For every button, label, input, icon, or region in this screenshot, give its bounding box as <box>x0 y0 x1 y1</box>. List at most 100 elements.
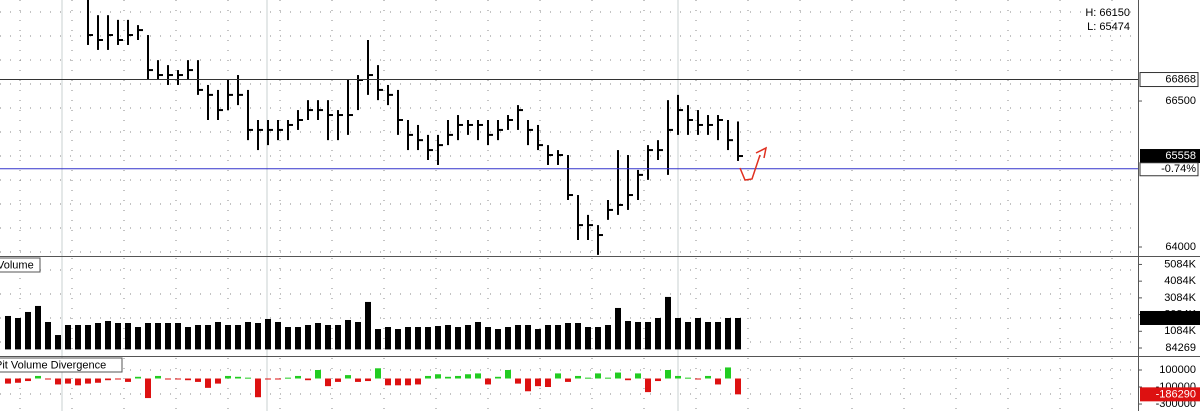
bar <box>185 327 191 350</box>
bar <box>595 373 601 379</box>
bar <box>25 378 31 382</box>
y-tick-label: 5084K <box>1164 258 1196 270</box>
bar <box>385 378 391 386</box>
bar <box>625 378 631 381</box>
bar <box>85 378 91 384</box>
bar <box>455 375 461 379</box>
bar <box>415 327 421 350</box>
y-tick-label: 3084K <box>1164 292 1196 304</box>
bar <box>735 378 741 395</box>
panel-title-box <box>0 357 123 373</box>
bar <box>495 376 501 379</box>
bar <box>165 378 171 380</box>
high-label: H: 66150 <box>1085 7 1130 19</box>
bar <box>195 325 201 350</box>
bar <box>445 376 451 379</box>
bar <box>35 305 41 350</box>
bar <box>605 377 611 379</box>
bar <box>255 378 261 398</box>
bar <box>565 378 571 382</box>
bar <box>235 325 241 350</box>
bar <box>705 321 711 350</box>
bar <box>395 378 401 386</box>
bar <box>515 325 521 350</box>
bar <box>155 323 161 350</box>
bar <box>565 323 571 350</box>
bar <box>15 378 21 383</box>
change-box <box>1139 162 1199 177</box>
reference-box <box>1139 72 1199 88</box>
bar <box>625 320 631 350</box>
bar <box>555 373 561 379</box>
bar <box>585 327 591 350</box>
bar <box>445 325 451 350</box>
bar <box>335 378 341 382</box>
last-price-label: 65558 <box>1165 150 1196 162</box>
bar <box>375 368 381 379</box>
bar <box>205 325 211 350</box>
bar <box>545 378 551 388</box>
bar <box>115 323 121 350</box>
bar <box>65 325 71 350</box>
bar <box>125 323 131 350</box>
bar <box>615 372 621 379</box>
bar <box>265 378 271 380</box>
bar <box>375 329 381 350</box>
bar <box>365 378 371 382</box>
bar <box>535 329 541 350</box>
bar <box>725 367 731 379</box>
bar <box>655 317 661 350</box>
panel-title-box <box>0 257 41 273</box>
bar <box>105 320 111 350</box>
y-tick-label: 4084K <box>1164 275 1196 287</box>
bar <box>385 327 391 350</box>
bar <box>585 377 591 379</box>
bar <box>165 323 171 350</box>
bar <box>115 378 121 380</box>
bar <box>295 375 301 379</box>
bar <box>675 375 681 379</box>
bar <box>525 378 531 392</box>
bar <box>95 323 101 350</box>
bar <box>345 319 351 350</box>
bar <box>525 325 531 350</box>
low-label: L: 65474 <box>1087 21 1130 33</box>
bar <box>145 378 151 399</box>
panel-title: Volume <box>0 259 34 271</box>
bar <box>5 378 11 384</box>
bar <box>245 377 251 379</box>
bar <box>355 321 361 350</box>
bar <box>325 378 331 387</box>
bar <box>485 327 491 350</box>
bar <box>305 378 311 381</box>
bar <box>465 325 471 350</box>
bar <box>715 378 721 385</box>
bar <box>225 375 231 379</box>
bar <box>15 317 21 350</box>
bar <box>145 323 151 350</box>
bar <box>285 377 291 379</box>
bar <box>35 375 41 379</box>
bar <box>55 335 61 350</box>
bar <box>665 369 671 379</box>
bar <box>735 317 741 350</box>
bar <box>425 375 431 379</box>
bar <box>575 323 581 350</box>
bar <box>185 378 191 381</box>
bar <box>175 323 181 350</box>
bar <box>25 311 31 350</box>
last-value-box <box>1140 387 1200 402</box>
bar <box>695 317 701 350</box>
bar <box>95 378 101 383</box>
bar <box>455 327 461 350</box>
bar <box>665 296 671 350</box>
bar <box>75 325 81 350</box>
bar <box>265 318 271 350</box>
bar <box>705 375 711 379</box>
bar <box>135 376 141 379</box>
bar <box>285 327 291 350</box>
bar <box>275 378 281 380</box>
bar <box>225 325 231 350</box>
bar <box>215 378 221 384</box>
